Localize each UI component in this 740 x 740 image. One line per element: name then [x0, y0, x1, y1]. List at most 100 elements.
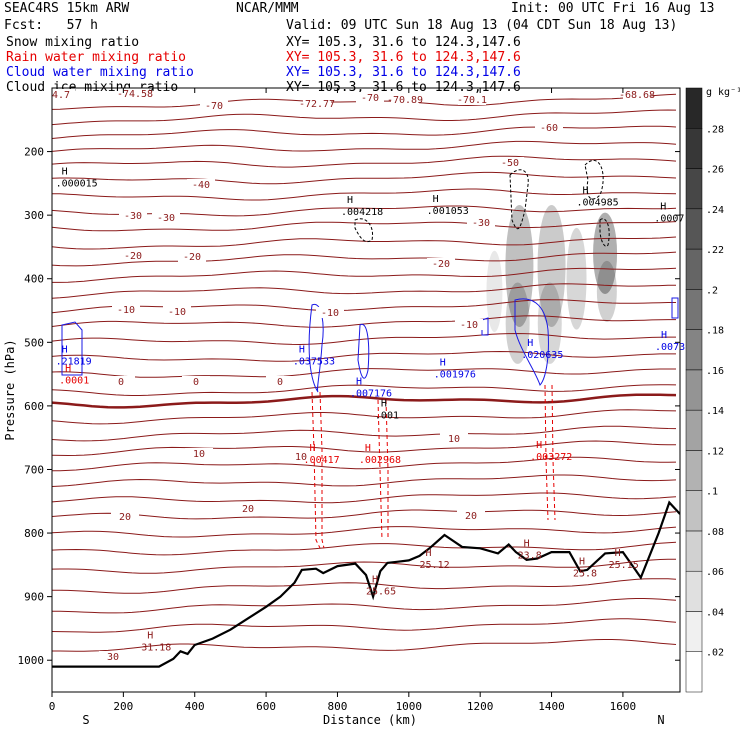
ice-mixing-ratio-shading — [537, 204, 566, 328]
maximum-value-label: .004218 — [341, 207, 383, 218]
cloud-water-contour — [671, 297, 679, 319]
contour-label-bg — [427, 258, 455, 269]
temperature-contour-label: -40 — [192, 180, 210, 191]
contour-label-bg — [178, 251, 206, 262]
x-tick-label: 1200 — [467, 700, 494, 713]
field-xy-cloud-water: XY= 105.3, 31.6 to 124.3,147.6 — [286, 65, 521, 80]
temperature-contour — [52, 251, 677, 267]
temperature-contour — [52, 188, 677, 201]
colorbar-unit: g kg⁻¹ — [706, 87, 740, 98]
y-tick-label: 400 — [24, 273, 44, 286]
colorbar-swatch — [685, 651, 703, 693]
contour-label-bg — [112, 304, 140, 315]
init-label: Init: 00 UTC Fri 16 Aug 13 — [511, 1, 715, 16]
maximum-marker: H — [62, 345, 68, 356]
left-endpoint-label: S — [82, 713, 89, 727]
temperature-contour-label: 10 — [193, 449, 205, 460]
temperature-contour — [52, 541, 677, 556]
maximum-value-label: 31.18 — [141, 643, 171, 654]
temperature-contour — [52, 315, 676, 328]
right-endpoint-label: N — [657, 713, 664, 727]
contour-label-bg — [440, 433, 468, 444]
snow-contour — [509, 169, 529, 230]
contour-label-bg — [187, 179, 215, 190]
contour-label-bg — [458, 94, 486, 105]
maximum-value-label: .000015 — [56, 179, 98, 190]
snow-contour — [584, 159, 604, 200]
maximum-value-label: 25.15 — [609, 560, 639, 571]
temperature-contour-label: -50 — [501, 158, 519, 169]
temperature-contour-label: -20 — [183, 252, 201, 263]
center-label: NCAR/MMM — [236, 1, 299, 16]
x-tick-label: 600 — [256, 700, 276, 713]
temperature-contour-label: -10 — [168, 307, 186, 318]
temperature-contour-label: 4.7 — [52, 90, 70, 101]
field-xy-rain: XY= 105.3, 31.6 to 124.3,147.6 — [286, 50, 521, 65]
temperature-contour-label: 0 — [193, 377, 199, 388]
contour-label-bg — [266, 376, 294, 387]
maximum-marker: H — [310, 443, 316, 454]
temperature-contour — [52, 140, 677, 152]
snow-contour — [599, 218, 610, 247]
temperature-contour-label: -10 — [321, 308, 339, 319]
x-tick-label: 1000 — [396, 700, 423, 713]
contour-label-bg — [200, 100, 228, 111]
maximum-marker: H — [583, 186, 589, 197]
temperature-contour-label: 0 — [277, 377, 283, 388]
maximum-value-label: .004985 — [577, 198, 619, 209]
x-axis-title: Distance (km) — [323, 713, 417, 727]
y-tick-label: 600 — [24, 400, 44, 413]
y-tick-label: 900 — [24, 591, 44, 604]
temperature-contour-label: 20 — [465, 511, 477, 522]
maximum-marker: H — [372, 575, 378, 586]
colorbar-swatch — [685, 208, 703, 250]
contour-label-bg — [119, 210, 147, 221]
contour-label-bg — [163, 306, 191, 317]
rain-water-contour — [319, 391, 325, 549]
rain-water-contour — [551, 384, 556, 521]
contour-label-bg — [182, 376, 210, 387]
temperature-contour — [52, 109, 677, 126]
maximum-marker: H — [579, 556, 585, 567]
forecast-hour-label: Fcst: 57 h — [4, 18, 98, 33]
x-tick-label: 200 — [113, 700, 133, 713]
temperature-contour — [52, 384, 677, 396]
temperature-contour — [52, 332, 676, 346]
colorbar-tick-label: .1 — [706, 487, 718, 498]
maximum-value-label: .001976 — [434, 369, 476, 380]
maximum-marker: H — [527, 338, 533, 349]
temperature-contour — [52, 125, 677, 139]
temperature-contour — [52, 155, 677, 168]
y-tick-label: 800 — [24, 527, 44, 540]
maximum-value-label: .020635 — [521, 350, 563, 361]
maximum-value-label: 25.65 — [366, 587, 396, 598]
contour-label-bg — [457, 510, 485, 521]
contour-label-bg — [47, 89, 75, 100]
maximum-value-label: .001053 — [427, 206, 469, 217]
maximum-marker: H — [365, 443, 371, 454]
temperature-contour-label: 30 — [107, 652, 119, 663]
temperature-contour-label: -70.1 — [457, 95, 487, 106]
maximum-marker: H — [524, 538, 530, 549]
contour-label-bg — [496, 157, 524, 168]
maximum-marker: H — [433, 194, 439, 205]
x-tick-label: 0 — [49, 700, 56, 713]
freezing-level-contour — [52, 393, 677, 409]
maximum-marker: H — [147, 631, 153, 642]
rain-water-contour — [385, 399, 389, 540]
temperature-contour — [52, 236, 677, 250]
colorbar-swatch — [685, 369, 703, 411]
y-tick-label: 1000 — [18, 654, 45, 667]
contour-label-bg — [535, 122, 563, 133]
ice-mixing-ratio-shading — [486, 250, 503, 333]
temperature-contour — [52, 578, 677, 594]
colorbar-tick-label: .2 — [706, 285, 718, 296]
contour-label-bg — [316, 307, 344, 318]
maximum-marker: H — [440, 357, 446, 368]
colorbar-tick-label: .04 — [706, 607, 724, 618]
contour-label-bg — [455, 319, 483, 330]
temperature-contour-label: -72.77 — [299, 99, 335, 110]
temperature-contour-label: 0 — [118, 377, 124, 388]
ice-mixing-ratio-shading — [505, 204, 534, 328]
